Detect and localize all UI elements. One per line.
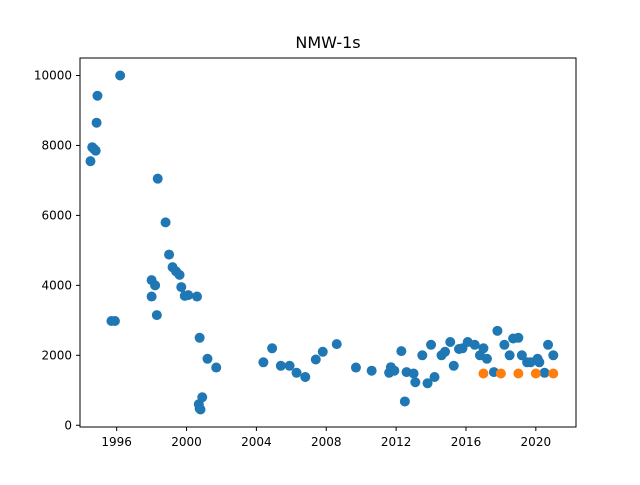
- data-point: [399, 396, 410, 407]
- data-point: [291, 367, 302, 378]
- data-point: [469, 339, 480, 350]
- data-point: [310, 354, 321, 365]
- y-tick-label: 4000: [41, 278, 72, 292]
- data-point: [164, 249, 175, 260]
- plot-frame: [79, 57, 577, 428]
- data-point: [448, 360, 459, 371]
- data-point: [195, 404, 206, 415]
- data-point: [410, 377, 421, 388]
- data-point: [109, 316, 120, 327]
- data-point: [284, 360, 295, 371]
- chart-title: NMW-1s: [295, 33, 360, 52]
- data-point: [539, 367, 550, 378]
- data-point: [350, 362, 361, 373]
- data-point: [495, 368, 506, 379]
- y-tick-label: 10000: [34, 68, 72, 82]
- data-point: [499, 339, 510, 350]
- x-tick-label: 2012: [381, 435, 412, 449]
- x-tick-label: 2020: [521, 435, 552, 449]
- data-point: [331, 339, 342, 350]
- data-point: [317, 346, 328, 357]
- data-point: [85, 156, 96, 167]
- data-point: [548, 350, 559, 361]
- data-point: [211, 362, 222, 373]
- data-point: [176, 282, 187, 293]
- data-point: [513, 332, 524, 343]
- data-point: [197, 392, 208, 403]
- data-point: [91, 117, 102, 128]
- data-point: [426, 339, 437, 350]
- data-point: [481, 353, 492, 364]
- data-point: [478, 343, 489, 354]
- data-point: [534, 357, 545, 368]
- data-point: [543, 339, 554, 350]
- data-point: [92, 90, 103, 101]
- axes: 1996 2000 2004 2008 2012 2016 2020 0 2000 4000 600…: [34, 57, 577, 449]
- x-tick-label: 1996: [101, 435, 132, 449]
- x-tick-label: 2008: [311, 435, 342, 449]
- data-point: [192, 291, 203, 302]
- y-tick-label: 0: [64, 418, 72, 432]
- data-point: [366, 365, 377, 376]
- x-tick-label: 2000: [171, 435, 202, 449]
- data-point: [160, 217, 171, 228]
- data-point: [151, 310, 162, 321]
- data-point: [408, 368, 419, 379]
- data-point: [258, 357, 269, 368]
- data-point: [389, 365, 400, 376]
- data-point: [396, 346, 407, 357]
- data-point: [417, 350, 428, 361]
- data-point: [422, 378, 433, 389]
- data-point: [146, 291, 157, 302]
- data-point: [202, 353, 213, 364]
- x-tick-label: 2016: [451, 435, 482, 449]
- data-point: [183, 290, 194, 301]
- data-point: [504, 350, 515, 361]
- y-tick-label: 8000: [41, 138, 72, 152]
- data-point: [90, 145, 101, 156]
- data-point: [445, 337, 456, 348]
- data-point: [440, 346, 451, 357]
- data-point: [115, 70, 126, 81]
- data-points: [85, 70, 559, 415]
- data-point: [275, 360, 286, 371]
- data-point: [174, 269, 185, 280]
- data-point: [429, 371, 440, 382]
- y-tick-label: 6000: [41, 208, 72, 222]
- data-point: [513, 368, 524, 379]
- data-point: [300, 371, 311, 382]
- data-point: [152, 173, 163, 184]
- x-tick-label: 2004: [241, 435, 272, 449]
- data-point: [194, 332, 205, 343]
- y-tick-label: 2000: [41, 348, 72, 362]
- data-point: [530, 368, 541, 379]
- data-point: [478, 368, 489, 379]
- data-point: [492, 325, 503, 336]
- data-point: [150, 280, 161, 291]
- data-point: [548, 368, 559, 379]
- data-point: [267, 343, 278, 354]
- data-point: [516, 350, 527, 361]
